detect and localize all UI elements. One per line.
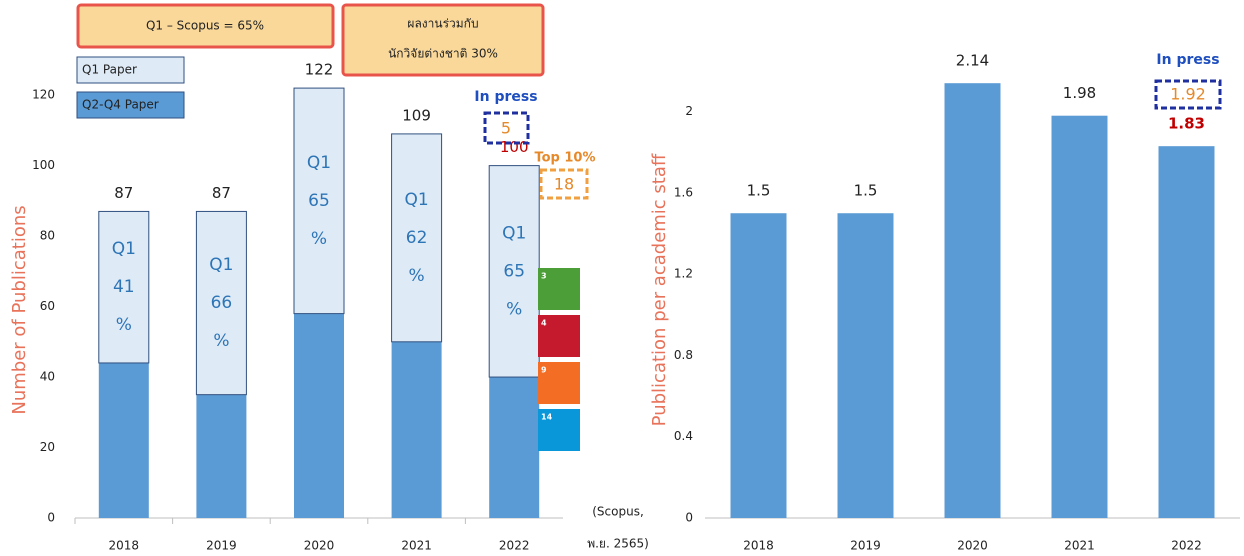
bar-segment <box>489 377 539 518</box>
y-tick-label: 120 <box>32 88 55 102</box>
segment-label: % <box>213 331 229 351</box>
bar-segment <box>196 395 246 518</box>
chart: 020406080100120Number of Publications201… <box>0 0 1244 556</box>
segment-label: 62 <box>406 228 428 248</box>
x-tick-label: 2021 <box>1064 539 1095 553</box>
segment-label: % <box>116 315 132 335</box>
data-label: 2.14 <box>956 52 989 70</box>
segment-label: 65 <box>503 261 525 281</box>
x-tick-label: 2019 <box>206 539 237 553</box>
y-tick-label: 1.6 <box>674 185 693 199</box>
top10-count: 18 <box>554 175 574 194</box>
bar <box>1052 116 1108 518</box>
x-tick-label: 2019 <box>850 539 881 553</box>
bar <box>731 213 787 518</box>
y-tick-label: 0 <box>685 511 693 525</box>
y-tick-label: 1.2 <box>674 267 693 281</box>
x-tick-label: 2020 <box>957 539 988 553</box>
segment-label: % <box>311 229 327 249</box>
y-tick-label: 20 <box>40 440 55 454</box>
y-tick-label: 0.4 <box>674 429 693 443</box>
total-label: 109 <box>402 106 431 124</box>
total-label: 87 <box>212 184 231 202</box>
segment-label: Q1 <box>307 153 331 173</box>
segment-label: 41 <box>113 277 135 297</box>
segment-label: Q1 <box>209 255 233 275</box>
y-tick-label: 40 <box>40 370 55 384</box>
total-label: 87 <box>114 184 133 202</box>
segment-label: Q1 <box>502 223 526 243</box>
in-press-count: 5 <box>501 119 511 138</box>
note: ผลงานร่วมกับ <box>407 17 478 31</box>
in-press-label: In press <box>474 89 537 105</box>
sdg-number: 9 <box>541 366 547 375</box>
note-box <box>343 5 543 75</box>
total-label: 100 <box>500 138 529 156</box>
y-tick-label: 80 <box>40 229 55 243</box>
segment-label: Q1 <box>404 190 428 210</box>
top10-label: Top 10% <box>534 151 595 166</box>
segment-label: % <box>506 299 522 319</box>
y-axis-title: Number of Publications <box>9 205 30 414</box>
bar-segment <box>392 342 442 518</box>
sdg-number: 14 <box>541 413 553 422</box>
sdg-number: 4 <box>541 319 547 328</box>
segment-label: 66 <box>211 293 233 313</box>
in-press-label: In press <box>1156 52 1219 68</box>
x-tick-label: 2021 <box>401 539 432 553</box>
x-tick-label: 2018 <box>109 539 140 553</box>
y-tick-label: 60 <box>40 299 55 313</box>
bar <box>1159 146 1215 518</box>
source: พ.ย. 2565) <box>587 537 649 551</box>
y-axis-title: Publication per academic staff <box>649 153 670 426</box>
x-tick-label: 2020 <box>304 539 335 553</box>
segment-label: Q1 <box>112 239 136 259</box>
sdg-number: 3 <box>541 272 547 281</box>
data-label: 1.5 <box>854 182 878 200</box>
data-label: 1.83 <box>1168 115 1205 133</box>
total-label: 122 <box>305 61 334 79</box>
segment-label: % <box>409 266 425 286</box>
y-tick-label: 2 <box>685 104 693 118</box>
y-tick-label: 0 <box>47 511 55 525</box>
legend-label: Q1 Paper <box>82 63 137 77</box>
x-tick-label: 2022 <box>499 539 530 553</box>
note: Q1 – Scopus = 65% <box>146 19 264 33</box>
data-label: 1.98 <box>1063 84 1096 102</box>
y-tick-label: 0.8 <box>674 348 693 362</box>
bar <box>838 213 894 518</box>
bar-segment <box>99 363 149 518</box>
bar-segment <box>294 314 344 518</box>
bar <box>945 83 1001 518</box>
source: (Scopus, <box>592 505 644 519</box>
y-tick-label: 100 <box>32 158 55 172</box>
legend-label: Q2-Q4 Paper <box>82 98 159 112</box>
x-tick-label: 2018 <box>743 539 774 553</box>
note: นักวิจัยต่างชาติ 30% <box>388 47 498 61</box>
segment-label: 65 <box>308 191 330 211</box>
x-tick-label: 2022 <box>1171 539 1202 553</box>
in-press-value: 1.92 <box>1170 85 1206 104</box>
data-label: 1.5 <box>747 182 771 200</box>
